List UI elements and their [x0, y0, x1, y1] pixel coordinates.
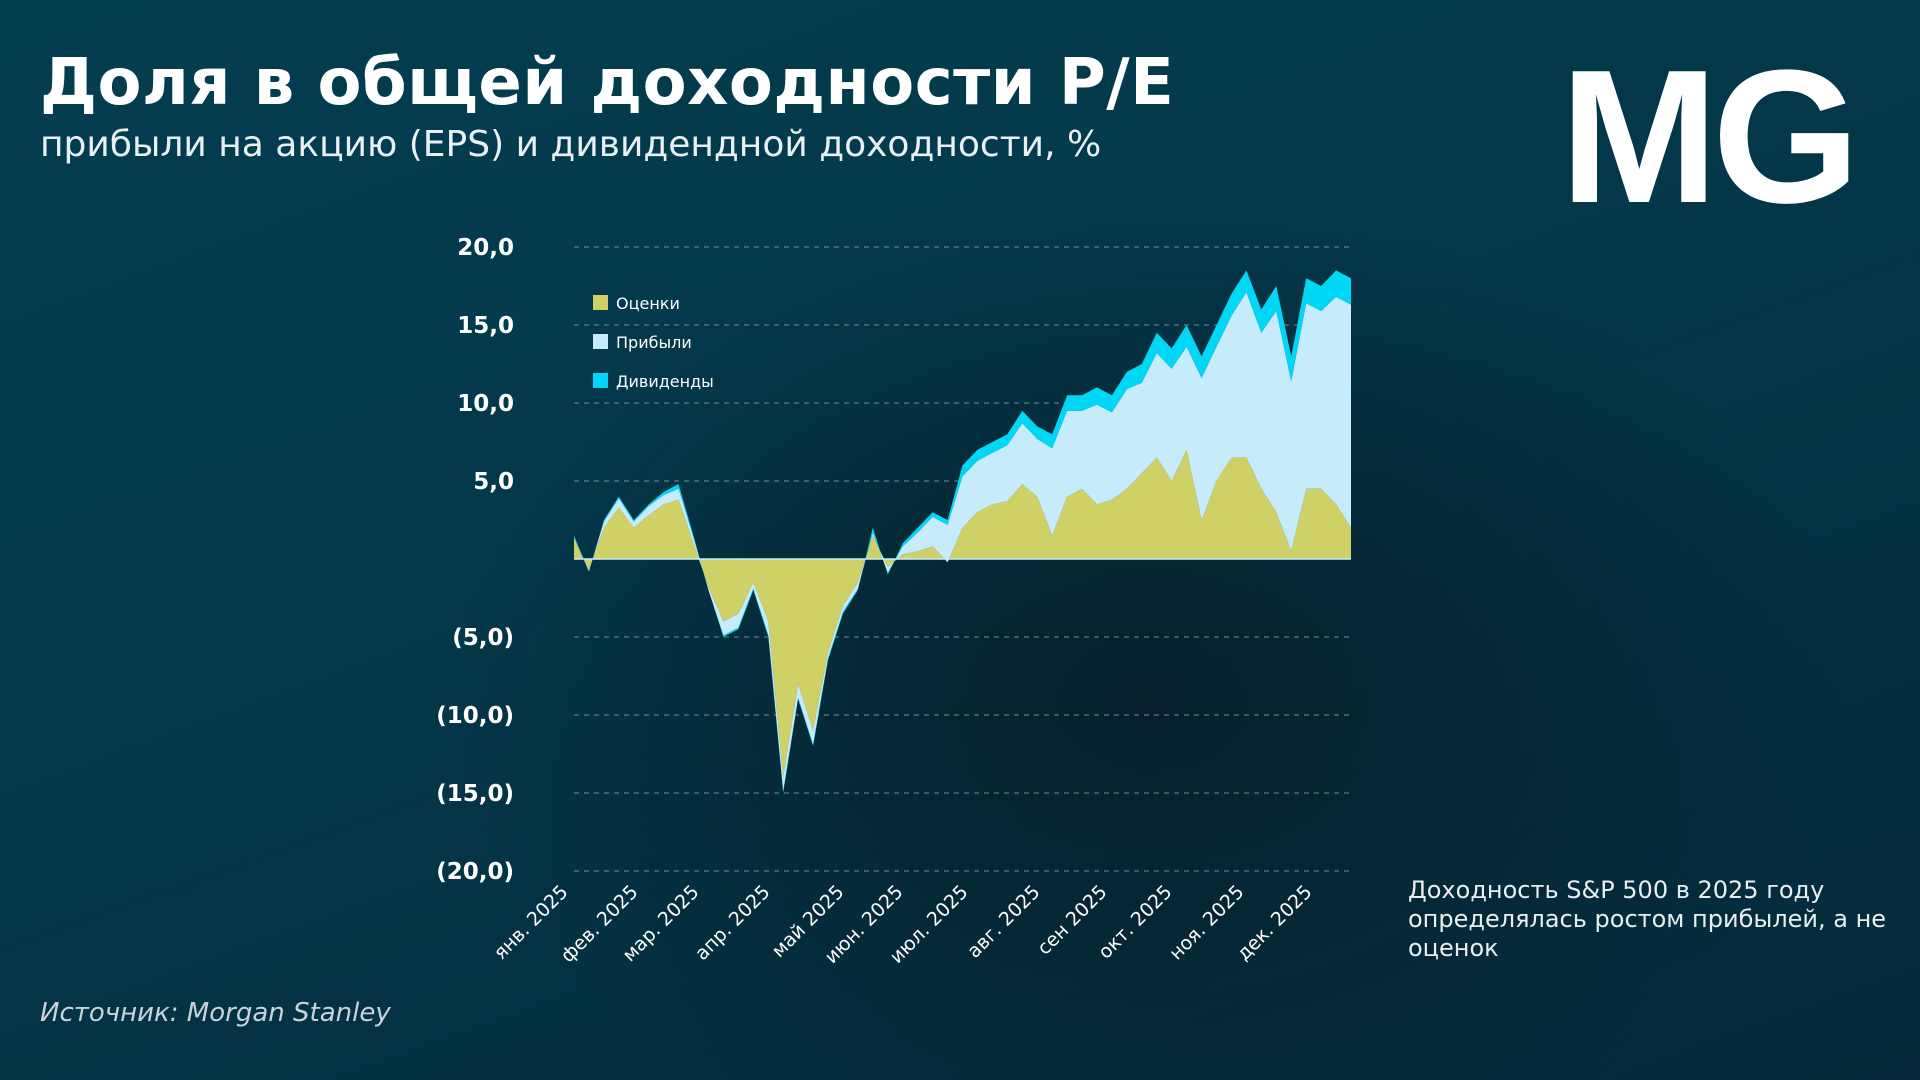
legend-swatch-earnings: [593, 334, 608, 349]
legend-swatch-dividends: [593, 373, 608, 388]
legend-swatch-valuation: [593, 295, 608, 310]
y-tick-label: (10,0): [436, 703, 514, 729]
legend-label-earnings: Прибыли: [616, 333, 692, 352]
x-tick-label: авг. 2025: [963, 881, 1045, 963]
annotation-note: Доходность S&P 500 в 2025 году определял…: [1408, 876, 1887, 962]
source-label: Источник: Morgan Stanley: [40, 998, 391, 1028]
mg-logo: MG: [1560, 31, 1860, 243]
y-tick-label: 10,0: [457, 391, 514, 417]
chart-subtitle: прибыли на акцию (EPS) и дивидендной дох…: [40, 124, 1102, 165]
legend-label-dividends: Дивиденды: [616, 372, 714, 391]
area-earnings: [574, 292, 1351, 792]
legend-label-valuation: Оценки: [616, 294, 680, 313]
y-tick-label: 5,0: [473, 469, 514, 495]
y-tick-label: 20,0: [457, 235, 514, 261]
y-tick-label: (5,0): [452, 625, 514, 651]
y-tick-label: (15,0): [436, 781, 514, 807]
legend: Оценки Прибыли Дивиденды: [593, 294, 714, 391]
y-tick-label: (20,0): [436, 859, 514, 885]
x-tick-label: апр. 2025: [691, 881, 775, 965]
area-valuation: [574, 449, 1351, 778]
y-tick-label: 15,0: [457, 313, 514, 339]
chart-title: Доля в общей доходности P/E: [40, 46, 1175, 120]
